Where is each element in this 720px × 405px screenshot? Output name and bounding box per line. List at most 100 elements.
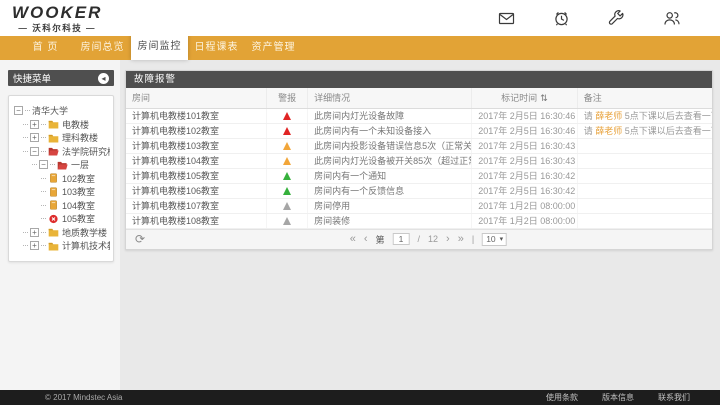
nav-tab-1[interactable]: 首 页	[32, 42, 59, 53]
mail-icon[interactable]	[498, 10, 515, 27]
room-cell: 计算机电教楼102教室	[126, 123, 268, 139]
tree-item-11[interactable]: + 计算机技术教室楼	[14, 239, 110, 253]
table-row[interactable]: 计算机电教楼101教室 此房间内灯光设备故障 2017年 2月5日 16:30:46…	[126, 108, 712, 124]
tree-item-1[interactable]: − 清华大学	[14, 104, 110, 118]
folder-icon	[48, 119, 62, 129]
table-row[interactable]: 计算机电教楼103教室 此房间内投影设备错误信息5次（正常关闭）2017年 2月5…	[126, 138, 712, 154]
table-row[interactable]: 计算机电教楼105教室 房间内有一个通知 2017年 2月5日 16:30:42	[126, 168, 712, 184]
page-separator: /	[417, 234, 421, 244]
tree-guide-line	[41, 218, 46, 220]
table-row[interactable]: 计算机电教楼107教室 房间停用 2017年 1月2日 08:00:00	[126, 198, 712, 214]
pager-bar: ⟳ « ‹ 第 1 / 12 › » | 10 ▾	[126, 228, 712, 249]
table-row[interactable]: 计算机电教楼106教室 房间内有一个反馈信息 2017年 2月5日 16:30:42	[126, 183, 712, 199]
page-size-value: 10	[486, 234, 496, 244]
tree-item-6[interactable]: 102教室	[14, 172, 110, 186]
prev-page-icon[interactable]: ‹	[363, 232, 368, 245]
tree-item-5[interactable]: − 一层	[14, 158, 110, 172]
note-cell: 请 薛老师 5点下课以后去查看一下	[577, 123, 712, 139]
refresh-icon[interactable]: ⟳	[135, 232, 146, 246]
detail-cell: 房间内有一个通知	[307, 168, 473, 184]
room-error-icon	[48, 214, 62, 224]
nav-tab-4[interactable]: 日程课表	[194, 42, 239, 53]
collapse-icon[interactable]: −	[30, 146, 39, 156]
tree-guide-line	[41, 137, 46, 139]
sort-icon[interactable]: ⇅	[540, 93, 548, 104]
alarm-triangle-icon	[283, 127, 292, 136]
table-row[interactable]: 计算机电教楼108教室 房间装修 2017年 1月2日 08:00:00	[126, 213, 712, 229]
footer-link-3[interactable]: 联系我们	[658, 393, 690, 402]
time-cell: 2017年 2月5日 16:30:43	[471, 138, 578, 154]
folder-open-icon	[57, 160, 71, 170]
alarm-triangle-icon	[283, 187, 292, 196]
tree-guide-line	[23, 231, 28, 233]
folder-icon	[48, 227, 62, 237]
nav-tab-2[interactable]: 房间总览	[80, 42, 125, 53]
expand-icon[interactable]: +	[30, 227, 39, 237]
time-cell: 2017年 2月5日 16:30:42	[471, 183, 578, 199]
column-header-4[interactable]: 标记时间 ⇅	[471, 88, 578, 109]
detail-cell: 此房间内灯光设备被开关85次（超过正常值）	[307, 153, 473, 169]
alarm-cell	[266, 153, 309, 169]
note-cell: 请 薛老师 5点下课以后去查看一下	[577, 108, 712, 124]
tree-guide-line	[23, 137, 28, 139]
fault-alarm-panel: 故障报警 房间 警报 详细情况 标记时间 ⇅ 备注 计算机电教楼101教室 此房间内灯光设备…	[125, 70, 713, 250]
tree-item-7[interactable]: 103教室	[14, 185, 110, 199]
tree-item-2[interactable]: + 电教楼	[14, 118, 110, 132]
alarm-triangle-icon	[283, 142, 292, 151]
sidebar-collapse-button[interactable]: ◂	[98, 72, 109, 84]
collapse-icon[interactable]: −	[14, 106, 23, 116]
tree-guide-line	[41, 123, 46, 125]
last-page-icon[interactable]: »	[457, 232, 464, 245]
alarm-triangle-icon	[283, 172, 292, 181]
note-teacher-name: 薛老师	[595, 111, 623, 121]
folder-open-icon	[48, 146, 62, 156]
tree-guide-line	[32, 164, 37, 166]
current-page-input[interactable]: 1	[392, 233, 410, 245]
logo-subtitle: — 沃科尔科技 —	[18, 23, 97, 34]
tree-item-4[interactable]: − 法学院研究楼	[14, 145, 110, 159]
content-area: 快捷菜单 ◂ −清华大学+电教楼+理科教楼−法学院研究楼−一层102教室103教…	[0, 60, 720, 390]
note-suffix: 5点下课以后去查看一下	[622, 126, 712, 136]
tree-item-label: 102教室	[62, 173, 96, 184]
expand-icon[interactable]: +	[30, 119, 39, 129]
note-teacher-name: 薛老师	[595, 126, 623, 136]
note-cell	[577, 213, 712, 229]
alarm-triangle-icon	[283, 202, 292, 211]
tree-guide-line	[41, 191, 46, 193]
table-row[interactable]: 计算机电教楼104教室 此房间内灯光设备被开关85次（超过正常值）2017年 2月…	[126, 153, 712, 169]
tree-guide-line	[23, 245, 28, 247]
tree-item-10[interactable]: + 地质教学楼	[14, 226, 110, 240]
wrench-icon[interactable]	[608, 9, 625, 27]
time-cell: 2017年 2月5日 16:30:46	[471, 108, 578, 124]
alarm-triangle-icon	[283, 157, 292, 166]
room-icon	[48, 200, 62, 210]
tree-guide-line	[41, 177, 46, 179]
folder-icon	[48, 241, 62, 251]
tree-item-3[interactable]: + 理科教楼	[14, 131, 110, 145]
room-cell: 计算机电教楼108教室	[126, 213, 268, 229]
tree-item-label: 电教楼	[62, 119, 90, 130]
note-cell	[577, 198, 712, 214]
page-size-select[interactable]: 10 ▾	[482, 232, 508, 246]
tree-item-9[interactable]: 105教室	[14, 212, 110, 226]
column-header-2: 警报	[266, 88, 309, 109]
alarm-icon[interactable]	[553, 10, 570, 27]
alarm-cell	[266, 108, 309, 124]
first-page-icon[interactable]: «	[349, 232, 356, 245]
note-prefix: 请	[583, 111, 596, 121]
alarm-cell	[266, 213, 309, 229]
table-row[interactable]: 计算机电教楼102教室 此房间内有一个未知设备接入 2017年 2月5日 16:30…	[126, 123, 712, 139]
expand-icon[interactable]: +	[30, 241, 39, 251]
tree-item-8[interactable]: 104教室	[14, 199, 110, 213]
nav-tab-5[interactable]: 资产管理	[251, 42, 296, 53]
users-icon[interactable]	[663, 10, 680, 27]
total-pages-label: 12	[428, 234, 439, 244]
expand-icon[interactable]: +	[30, 133, 39, 143]
footer-link-2[interactable]: 版本信息	[602, 393, 634, 402]
tree-item-label: 104教室	[62, 200, 96, 211]
collapse-icon[interactable]: −	[39, 160, 48, 170]
pager-controls: « ‹ 第 1 / 12 › » | 10 ▾	[349, 232, 508, 246]
footer-link-1[interactable]: 使用条款	[546, 393, 578, 402]
next-page-icon[interactable]: ›	[446, 232, 450, 245]
